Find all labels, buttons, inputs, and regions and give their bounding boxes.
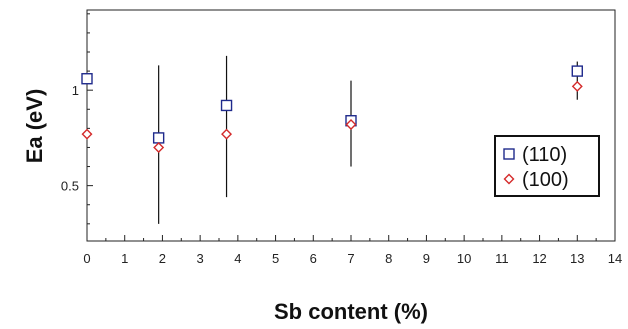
data-markers — [81, 65, 583, 153]
point-100 — [221, 128, 233, 140]
point-110 — [571, 65, 583, 77]
x-tick-label: 6 — [310, 251, 317, 266]
legend-label: (100) — [522, 169, 569, 191]
x-tick-label: 5 — [272, 251, 279, 266]
x-tick-label: 2 — [159, 251, 166, 266]
x-tick-label: 8 — [385, 251, 392, 266]
x-axis-title: Sb content (%) — [274, 299, 428, 324]
legend-marker — [503, 148, 515, 160]
legend-label: (110) — [522, 144, 567, 166]
x-tick-label: 9 — [423, 251, 430, 266]
x-tick-label: 10 — [457, 251, 471, 266]
y-axis-ticks: 0.51 — [61, 13, 93, 225]
x-tick-label: 11 — [495, 251, 509, 266]
point-110 — [152, 132, 165, 144]
x-tick-label: 14 — [608, 251, 622, 266]
y-axis-title: Ea (eV) — [22, 89, 47, 164]
point-100 — [345, 119, 357, 131]
x-tick-label: 7 — [347, 251, 354, 266]
x-tick-label: 1 — [121, 251, 128, 266]
point-100 — [81, 128, 93, 140]
point-110 — [81, 73, 93, 85]
point-110 — [220, 99, 233, 112]
legend-marker — [503, 173, 515, 185]
x-tick-label: 12 — [532, 251, 546, 266]
point-100 — [571, 80, 583, 92]
y-tick-label: 1 — [72, 83, 79, 98]
legend-box — [494, 135, 600, 197]
x-tick-label: 13 — [570, 251, 584, 266]
point-100 — [153, 141, 165, 153]
legend: (110) (100) — [494, 135, 600, 197]
x-tick-label: 3 — [197, 251, 204, 266]
x-axis-ticks: 0 1 2 3 4 5 6 7 8 9 10 11 12 13 14 — [83, 235, 622, 266]
y-tick-label: 0.5 — [61, 179, 79, 194]
x-tick-label: 0 — [83, 251, 90, 266]
x-tick-label: 4 — [234, 251, 241, 266]
